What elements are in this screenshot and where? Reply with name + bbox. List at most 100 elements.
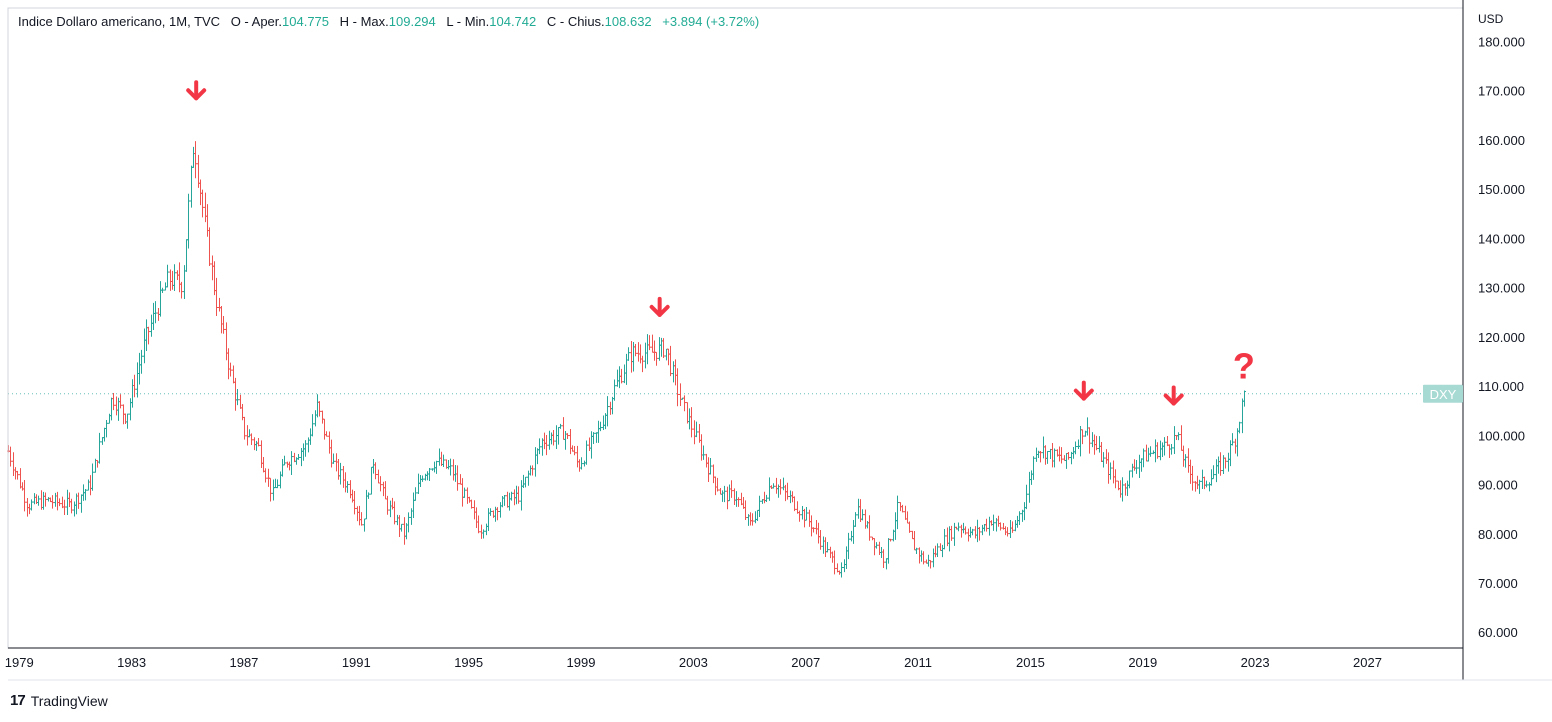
- ohlc-bar: [37, 495, 40, 506]
- ohlc-bar: [964, 526, 967, 535]
- ohlc-bar: [527, 470, 530, 486]
- ohlc-bar: [229, 362, 232, 377]
- ohlc-bar: [133, 374, 136, 398]
- ohlc-bar: [770, 485, 773, 490]
- ohlc-bar: [674, 359, 677, 386]
- ohlc-bar: [1058, 446, 1061, 462]
- ohlc-bar: [810, 515, 813, 537]
- ohlc-bar: [719, 488, 722, 495]
- tradingview-brand[interactable]: 17 TradingView: [10, 692, 108, 709]
- ohlc-bar: [721, 490, 724, 502]
- ohlc-bar: [934, 545, 937, 558]
- ohlc-bar: [288, 461, 291, 471]
- ohlc-bar: [140, 349, 143, 374]
- ohlc-bar: [817, 522, 820, 544]
- ohlc-bar: [585, 440, 588, 465]
- ohlc-bar: [356, 506, 359, 522]
- ohlc-bar: [372, 459, 375, 474]
- ohlc-bar: [985, 518, 988, 532]
- y-tick-label: 100.000: [1478, 428, 1525, 443]
- ohlc-bar: [33, 493, 36, 505]
- ohlc-bar: [1102, 452, 1105, 468]
- ohlc-bar: [492, 510, 495, 518]
- ohlc-bar: [1067, 451, 1070, 460]
- ohlc-bar: [183, 265, 186, 300]
- ohlc-bar: [644, 342, 647, 369]
- ohlc-bar: [262, 456, 265, 473]
- ohlc-bar: [1018, 511, 1021, 526]
- x-tick-label: 2027: [1353, 655, 1382, 670]
- ohlc-bar: [765, 494, 768, 502]
- ohlc-bar: [634, 343, 637, 357]
- ohlc-bar: [414, 487, 417, 501]
- ohlc-bar: [1006, 527, 1009, 537]
- ohlc-bar: [138, 352, 141, 385]
- ohlc-bar: [939, 543, 942, 551]
- ohlc-bar: [669, 345, 672, 377]
- y-tick-label: 60.000: [1478, 625, 1518, 640]
- ohlc-bar: [1074, 441, 1077, 455]
- ohlc-bar: [857, 498, 860, 519]
- ohlc-bar: [1091, 432, 1094, 448]
- ohlc-bar: [665, 348, 668, 361]
- ohlc-bar: [779, 479, 782, 495]
- ohlc-bar: [1231, 433, 1234, 446]
- ohlc-bar: [213, 261, 216, 296]
- ohlc-bar: [51, 495, 54, 509]
- ohlc-bar: [449, 458, 452, 476]
- ohlc-bar: [1154, 439, 1157, 463]
- ohlc-bar: [653, 340, 656, 361]
- ohlc-bar: [1201, 469, 1204, 489]
- ohlc-bar: [683, 395, 686, 412]
- ohlc-bar: [1156, 442, 1159, 459]
- ohlc-bar: [723, 485, 726, 503]
- ohlc-bar: [16, 470, 19, 480]
- ohlc-bar: [707, 457, 710, 483]
- ohlc-bar: [353, 491, 356, 515]
- ohlc-bar: [847, 532, 850, 560]
- ohlc-bar: [845, 546, 848, 570]
- ohlc-bar: [705, 453, 708, 468]
- ohlc-bar: [124, 413, 127, 425]
- ohlc-bar: [56, 491, 59, 511]
- x-tick-label: 1995: [454, 655, 483, 670]
- ohlc-bar: [676, 368, 679, 407]
- ohlc-bar: [396, 514, 399, 526]
- ohlc-bar: [297, 454, 300, 460]
- ohlc-bar: [419, 475, 422, 488]
- ohlc-bar: [852, 519, 855, 544]
- ohlc-bar: [253, 437, 256, 451]
- ohlc-bar: [47, 497, 50, 502]
- ohlc-bar: [1161, 442, 1164, 458]
- ohlc-bar: [405, 523, 408, 540]
- ohlc-bar: [840, 562, 843, 578]
- ohlc-bar: [152, 302, 155, 331]
- ohlc-bar: [302, 443, 305, 461]
- ohlc-bar: [1184, 454, 1187, 468]
- legend-change: +3.894 (+3.72%): [662, 14, 760, 29]
- ohlc-bar: [1025, 484, 1028, 510]
- ohlc-bar: [826, 542, 829, 553]
- ohlc-bar: [1119, 480, 1122, 498]
- ohlc-bar: [915, 547, 918, 554]
- ohlc-bar: [1142, 448, 1145, 468]
- ohlc-bar: [68, 492, 71, 507]
- ohlc-bar: [662, 338, 665, 358]
- ohlc-bar: [1044, 445, 1047, 465]
- ohlc-bar: [96, 460, 99, 468]
- x-tick-label: 2011: [904, 655, 932, 670]
- ohlc-bar: [276, 479, 279, 489]
- ohlc-bar: [712, 464, 715, 484]
- ohlc-bar: [590, 431, 593, 459]
- ohlc-bar: [854, 512, 857, 527]
- x-tick-label: 2015: [1016, 655, 1045, 670]
- ohlc-bar: [115, 396, 118, 416]
- ohlc-bar: [1098, 436, 1101, 453]
- ohlc-bar: [1046, 450, 1049, 464]
- ohlc-bar: [87, 479, 90, 491]
- ohlc-bar: [531, 465, 534, 476]
- ohlc-bar: [89, 475, 92, 496]
- ohlc-bar: [384, 481, 387, 500]
